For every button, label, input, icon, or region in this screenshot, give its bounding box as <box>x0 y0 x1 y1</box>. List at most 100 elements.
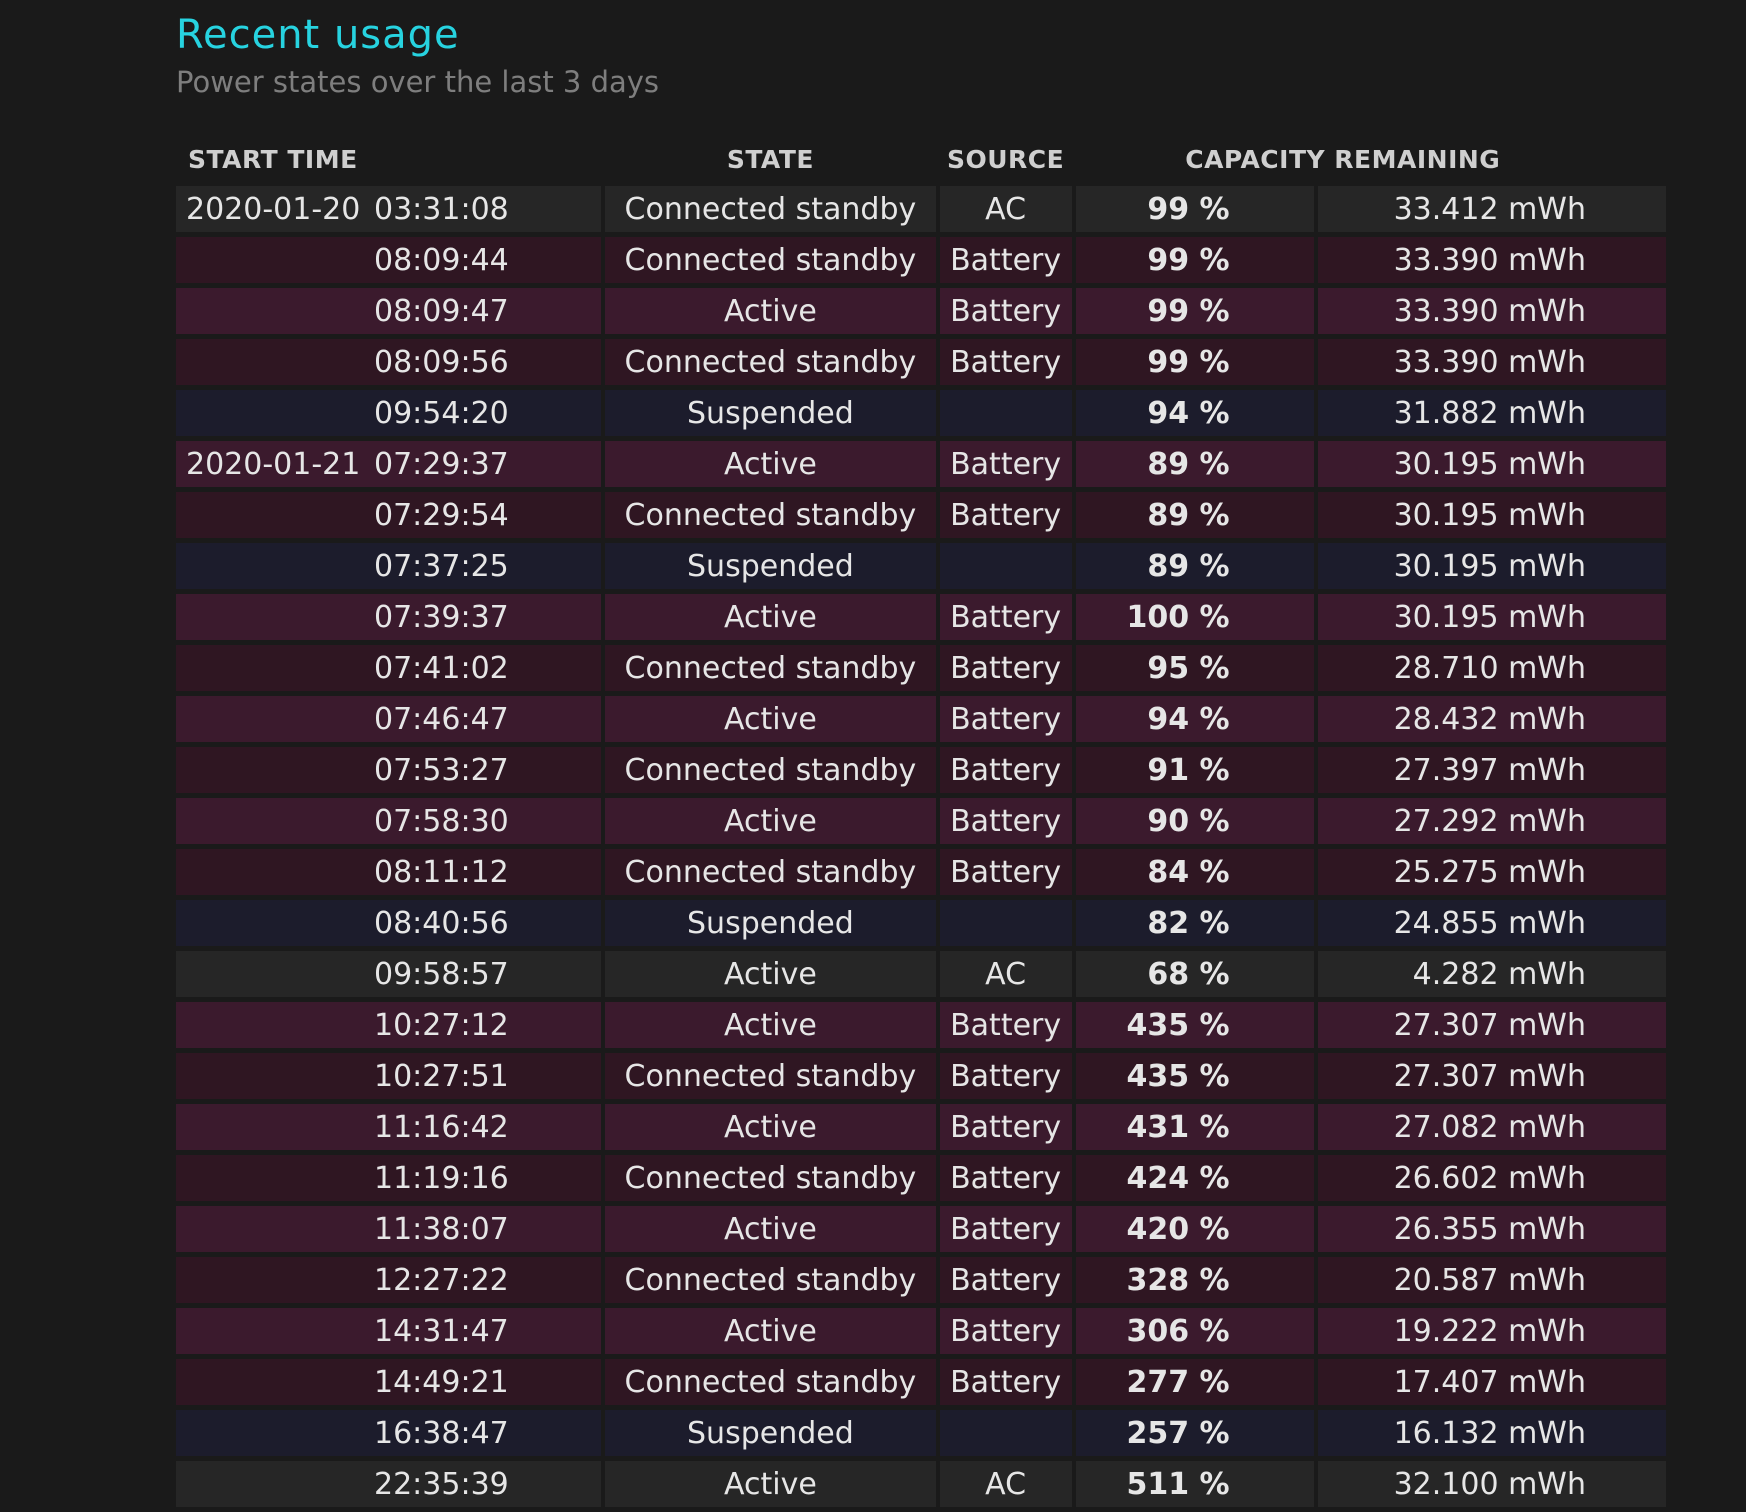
capacity-percent-cell: 90 % <box>1075 798 1314 844</box>
source-cell: Battery <box>939 288 1072 334</box>
source-cell: AC <box>939 951 1072 997</box>
start-time-cell: 11:19:16 <box>176 1155 602 1201</box>
source-cell: Battery <box>939 1206 1072 1252</box>
source-cell: Battery <box>939 1308 1072 1354</box>
source-cell: Battery <box>939 237 1072 283</box>
capacity-percent-cell: 100 % <box>1075 594 1314 640</box>
state-cell: Connected standby <box>605 645 936 691</box>
state-cell: Active <box>605 1461 936 1507</box>
table-row: 11:38:07 Active Battery 420 % 26.355 mWh <box>176 1206 1666 1252</box>
capacity-percent-cell: 99 % <box>1075 186 1314 232</box>
state-cell: Connected standby <box>605 339 936 385</box>
capacity-mwh-cell: 30.195 mWh <box>1317 492 1666 538</box>
source-cell: Battery <box>939 492 1072 538</box>
start-time: 08:09:44 <box>374 242 509 278</box>
capacity-mwh-cell: 30.195 mWh <box>1317 441 1666 487</box>
state-cell: Active <box>605 951 936 997</box>
capacity-percent: 94 % <box>1147 395 1230 431</box>
table-row: 07:39:37 Active Battery 100 % 30.195 mWh <box>176 594 1666 640</box>
capacity-percent: 99 % <box>1147 344 1230 380</box>
capacity-percent: 94 % <box>1147 701 1230 737</box>
state-cell: Connected standby <box>605 1359 936 1405</box>
state-cell: Active <box>605 798 936 844</box>
table-row: 22:35:39 Active AC 511 % 32.100 mWh <box>176 1461 1666 1507</box>
start-time: 03:31:08 <box>374 191 509 227</box>
capacity-mwh-cell: 33.390 mWh <box>1317 288 1666 334</box>
table-row: 09:58:57 Active AC 68 % 4.282 mWh <box>176 951 1666 997</box>
capacity-percent: 91 % <box>1147 752 1230 788</box>
capacity-percent: 95 % <box>1147 650 1230 686</box>
start-time: 07:37:25 <box>374 548 509 584</box>
source-cell: Battery <box>939 1104 1072 1150</box>
table-row: 16:38:47 Suspended 257 % 16.132 mWh <box>176 1410 1666 1456</box>
state-cell: Connected standby <box>605 1155 936 1201</box>
start-time: 11:38:07 <box>374 1211 509 1247</box>
capacity-percent: 90 % <box>1147 803 1230 839</box>
table-row: 07:41:02 Connected standby Battery 95 % 28.7… <box>176 645 1666 691</box>
start-time-cell: 08:09:44 <box>176 237 602 283</box>
table-row: 09:54:20 Suspended 94 % 31.882 mWh <box>176 390 1666 436</box>
capacity-mwh-cell: 26.355 mWh <box>1317 1206 1666 1252</box>
start-time: 12:27:22 <box>374 1262 509 1298</box>
capacity-percent-cell: 89 % <box>1075 441 1314 487</box>
table-row: 14:31:47 Active Battery 306 % 19.222 mWh <box>176 1308 1666 1354</box>
start-time: 22:35:39 <box>374 1466 509 1502</box>
start-time-cell: 09:54:20 <box>176 390 602 436</box>
usage-table: START TIME STATE SOURCE CAPACITY REMAINI… <box>172 132 1670 1512</box>
capacity-mwh-cell: 27.307 mWh <box>1317 1002 1666 1048</box>
capacity-percent-cell: 435 % <box>1075 1002 1314 1048</box>
start-date: 2020-01-20 <box>186 191 361 227</box>
capacity-mwh-cell: 25.275 mWh <box>1317 849 1666 895</box>
capacity-percent: 99 % <box>1147 191 1230 227</box>
capacity-percent-cell: 82 % <box>1075 900 1314 946</box>
start-time-cell: 11:38:07 <box>176 1206 602 1252</box>
start-time-cell: 08:11:12 <box>176 849 602 895</box>
source-cell: Battery <box>939 849 1072 895</box>
state-cell: Connected standby <box>605 849 936 895</box>
start-time: 11:19:16 <box>374 1160 509 1196</box>
start-time: 14:31:47 <box>374 1313 509 1349</box>
capacity-percent: 89 % <box>1147 446 1230 482</box>
table-row: 10:27:51 Connected standby Battery 435 % 27.… <box>176 1053 1666 1099</box>
start-time-cell: 08:09:47 <box>176 288 602 334</box>
start-time: 08:40:56 <box>374 905 509 941</box>
source-cell: Battery <box>939 1155 1072 1201</box>
source-cell <box>939 1410 1072 1456</box>
source-cell: AC <box>939 1461 1072 1507</box>
capacity-percent: 424 % <box>1126 1160 1230 1196</box>
source-cell: Battery <box>939 1002 1072 1048</box>
start-time: 09:54:20 <box>374 395 509 431</box>
capacity-mwh-cell: 27.397 mWh <box>1317 747 1666 793</box>
start-time-cell: 07:46:47 <box>176 696 602 742</box>
capacity-mwh-cell: 20.587 mWh <box>1317 1257 1666 1303</box>
capacity-percent: 89 % <box>1147 497 1230 533</box>
start-time-cell: 07:39:37 <box>176 594 602 640</box>
start-time-cell: 22:35:39 <box>176 1461 602 1507</box>
source-cell: Battery <box>939 696 1072 742</box>
start-time: 08:11:12 <box>374 854 509 890</box>
start-time: 07:39:37 <box>374 599 509 635</box>
start-time: 07:53:27 <box>374 752 509 788</box>
capacity-mwh-cell: 32.100 mWh <box>1317 1461 1666 1507</box>
state-cell: Active <box>605 696 936 742</box>
table-row: 08:40:56 Suspended 82 % 24.855 mWh <box>176 900 1666 946</box>
start-time: 14:49:21 <box>374 1364 509 1400</box>
capacity-percent-cell: 84 % <box>1075 849 1314 895</box>
table-row: 12:27:22 Connected standby Battery 328 % 20.… <box>176 1257 1666 1303</box>
capacity-percent: 435 % <box>1126 1058 1230 1094</box>
capacity-mwh-cell: 27.307 mWh <box>1317 1053 1666 1099</box>
table-row: 10:27:12 Active Battery 435 % 27.307 mWh <box>176 1002 1666 1048</box>
state-cell: Suspended <box>605 543 936 589</box>
capacity-percent-cell: 328 % <box>1075 1257 1314 1303</box>
start-time: 16:38:47 <box>374 1415 509 1451</box>
capacity-percent: 511 % <box>1126 1466 1230 1502</box>
start-time-cell: 07:58:30 <box>176 798 602 844</box>
capacity-percent: 89 % <box>1147 548 1230 584</box>
capacity-mwh-cell: 17.407 mWh <box>1317 1359 1666 1405</box>
start-time: 07:46:47 <box>374 701 509 737</box>
start-time-cell: 16:38:47 <box>176 1410 602 1456</box>
capacity-percent-cell: 94 % <box>1075 696 1314 742</box>
start-time-cell: 14:31:47 <box>176 1308 602 1354</box>
capacity-mwh-cell: 33.412 mWh <box>1317 186 1666 232</box>
start-time: 07:29:54 <box>374 497 509 533</box>
